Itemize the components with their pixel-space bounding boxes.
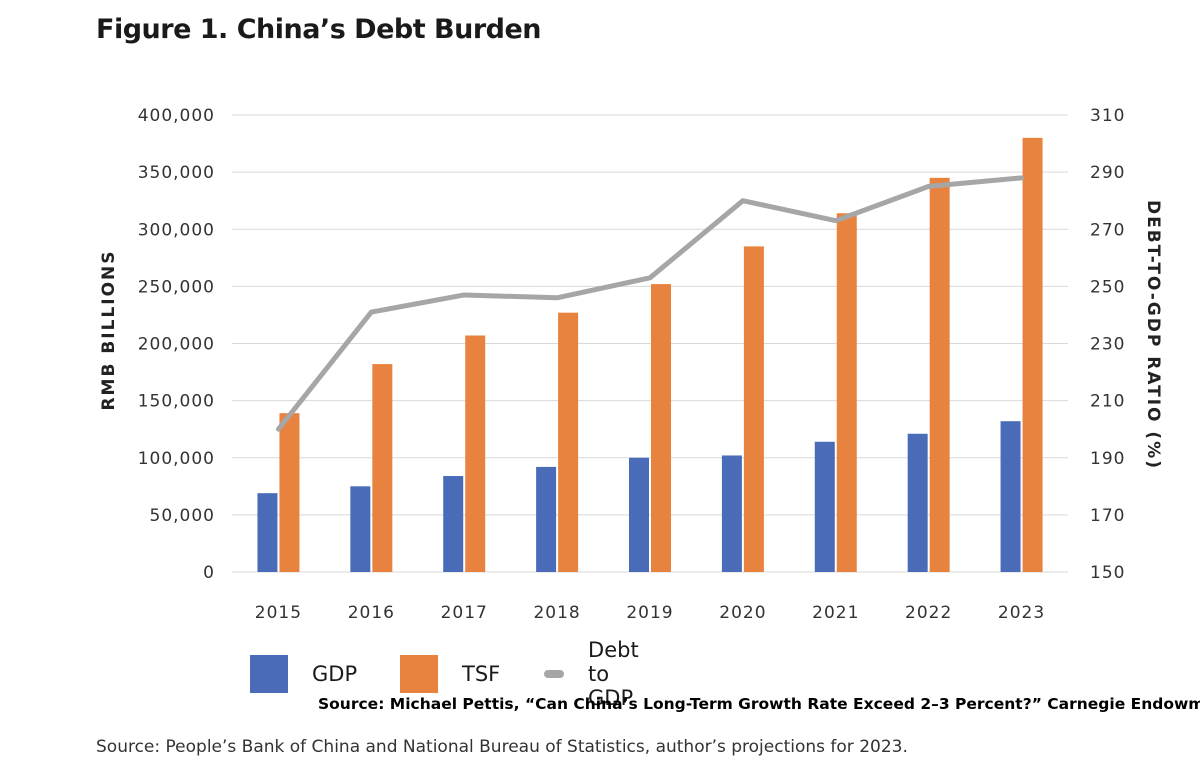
x-tick-label-2019: 2019: [626, 603, 673, 623]
source-note: Source: People’s Bank of China and Natio…: [96, 737, 908, 757]
y-tick-label-left: 100,000: [138, 449, 215, 469]
legend-label-tsf: TSF: [462, 662, 501, 686]
axes: 0 50,000 100,000 150,000 200,000 250,000 300,0…: [138, 106, 1125, 623]
y-tick-label-right: 210: [1090, 392, 1125, 412]
bar-gdp-2018: [536, 466, 557, 572]
bar-tsf-2017: [465, 335, 486, 572]
y-axis-label-right: DEBT-TO-GDP RATIO (%): [1143, 200, 1163, 470]
x-tick-label-2022: 2022: [905, 603, 952, 623]
bar-tsf-2015: [279, 413, 300, 572]
y-tick-label-right: 150: [1090, 563, 1125, 583]
y-tick-label-left: 400,000: [138, 106, 215, 126]
y-tick-label-right: 170: [1090, 506, 1125, 526]
x-tick-label-2017: 2017: [441, 603, 488, 623]
y-tick-label-left: 250,000: [138, 277, 215, 297]
y-tick-label-right: 270: [1090, 220, 1125, 240]
y-axis-label-left: RMB BILLIONS: [99, 249, 119, 410]
y-tick-label-left: 300,000: [138, 220, 215, 240]
legend-swatch-gdp: [250, 655, 288, 693]
ratio-line-group: [275, 175, 1025, 432]
legend-item-ratio: Debt to GDP: [544, 638, 657, 710]
x-tick-label-2018: 2018: [533, 603, 580, 623]
x-tick-label-2015: 2015: [255, 603, 302, 623]
legend-swatch-tsf: [400, 655, 438, 693]
bar-tsf-2021: [836, 213, 857, 572]
bar-gdp-2022: [907, 433, 928, 572]
legend-item-gdp: GDP: [250, 654, 357, 694]
y-tick-label-left: 350,000: [138, 163, 215, 183]
x-tick-label-2021: 2021: [812, 603, 859, 623]
bar-tsf-2022: [929, 177, 950, 572]
bar-gdp-2019: [629, 457, 649, 572]
x-tick-label-2023: 2023: [998, 603, 1045, 623]
bar-tsf-2023: [1022, 137, 1043, 572]
y-tick-label-left: 200,000: [138, 335, 215, 355]
y-tick-label-right: 310: [1090, 106, 1125, 126]
y-tick-label-right: 230: [1090, 335, 1125, 355]
bar-gdp-2017: [443, 476, 464, 572]
bar-gdp-2023: [1000, 421, 1021, 572]
legend-label-gdp: GDP: [312, 662, 358, 686]
y-tick-label-left: 150,000: [138, 392, 215, 412]
x-tick-label-2016: 2016: [348, 603, 395, 623]
y-tick-label-left: 0: [203, 563, 215, 583]
gridlines: [232, 114, 1068, 573]
source-overlay-text: Source: Michael Pettis, “Can China’s Lon…: [318, 695, 1200, 713]
y-tick-label-right: 250: [1090, 277, 1125, 297]
chart-title: Figure 1. China’s Debt Burden: [96, 14, 542, 45]
y-tick-label-right: 190: [1090, 449, 1125, 469]
y-tick-label-left: 50,000: [150, 506, 215, 526]
legend-swatch-ratio: [544, 670, 565, 678]
y-tick-label-right: 290: [1090, 163, 1125, 183]
bars: [257, 137, 1043, 572]
legend-label-ratio: Debt to GDP: [588, 638, 639, 710]
bar-gdp-2020: [721, 455, 742, 572]
bar-tsf-2018: [558, 312, 579, 572]
legend-item-tsf: TSF: [400, 654, 500, 694]
bar-tsf-2016: [372, 364, 393, 572]
x-tick-label-2020: 2020: [719, 603, 766, 623]
bar-gdp-2015: [257, 493, 278, 572]
bar-gdp-2021: [814, 441, 835, 572]
bar-tsf-2020: [743, 246, 764, 572]
bar-gdp-2016: [350, 486, 371, 572]
bar-tsf-2019: [651, 284, 671, 572]
